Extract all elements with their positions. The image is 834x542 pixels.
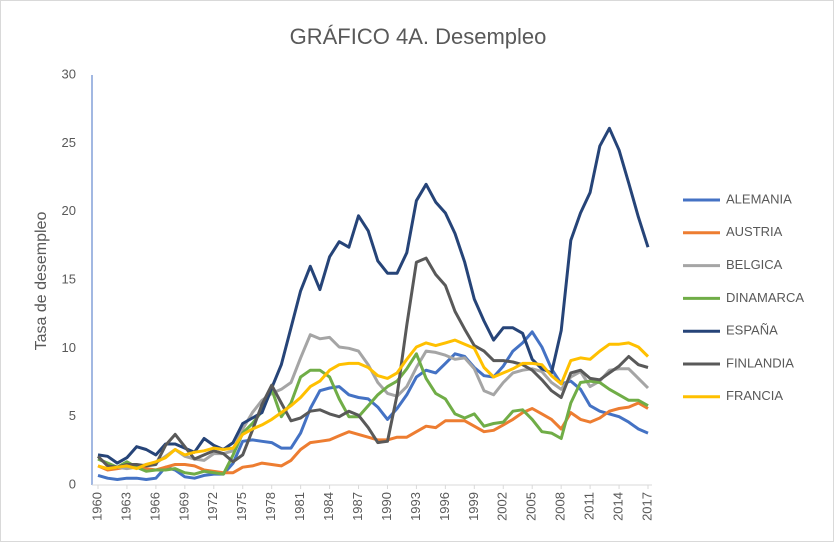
legend-label: ESPAÑA xyxy=(726,323,778,338)
x-tick-label: 2011 xyxy=(582,492,597,520)
x-tick-label: 1984 xyxy=(321,492,336,521)
x-tick-label: 1963 xyxy=(118,492,133,521)
x-tick-label: 1981 xyxy=(292,492,307,521)
legend-label: BELGICA xyxy=(726,257,783,272)
x-tick-label: 1972 xyxy=(205,492,220,521)
x-tick-label: 2014 xyxy=(610,492,625,521)
x-tick-label: 1999 xyxy=(466,492,481,521)
legend-label: FRANCIA xyxy=(726,388,783,403)
series-line xyxy=(97,401,649,475)
y-tick-label: 20 xyxy=(62,203,76,218)
series-line xyxy=(97,126,650,465)
x-tick-label: 1987 xyxy=(350,492,365,521)
y-axis-label: Tasa de desempleo xyxy=(33,212,50,351)
chart-title: GRÁFICO 4A. Desempleo xyxy=(290,24,547,49)
y-tick-label: 5 xyxy=(69,408,76,423)
legend-label: FINLANDIA xyxy=(726,355,794,370)
x-tick-label: 2002 xyxy=(495,492,510,521)
x-tick-label: 1996 xyxy=(437,492,452,521)
legend-label: ALEMANIA xyxy=(726,191,792,206)
y-tick-label: 15 xyxy=(62,271,76,286)
series-line xyxy=(97,330,649,481)
x-tick-label: 1975 xyxy=(234,492,249,521)
x-tick-label: 1966 xyxy=(147,492,162,521)
legend-label: AUSTRIA xyxy=(726,224,783,239)
legend-label: DINAMARCA xyxy=(726,290,804,305)
series-line xyxy=(97,352,649,476)
x-tick-label: 2008 xyxy=(553,492,568,521)
x-tick-label: 1990 xyxy=(379,492,394,521)
x-tick-label: 1960 xyxy=(89,492,104,521)
x-tick-label: 1978 xyxy=(263,492,278,521)
x-tick-label: 2017 xyxy=(639,492,654,521)
y-tick-label: 25 xyxy=(62,135,76,150)
y-tick-label: 10 xyxy=(62,340,76,355)
x-tick-label: 1993 xyxy=(408,492,423,521)
x-tick-label: 1969 xyxy=(176,492,191,521)
series-line xyxy=(97,333,650,471)
y-tick-label: 0 xyxy=(69,476,76,491)
y-tick-label: 30 xyxy=(62,66,76,81)
x-tick-label: 2005 xyxy=(524,492,539,521)
series-line xyxy=(97,338,650,471)
